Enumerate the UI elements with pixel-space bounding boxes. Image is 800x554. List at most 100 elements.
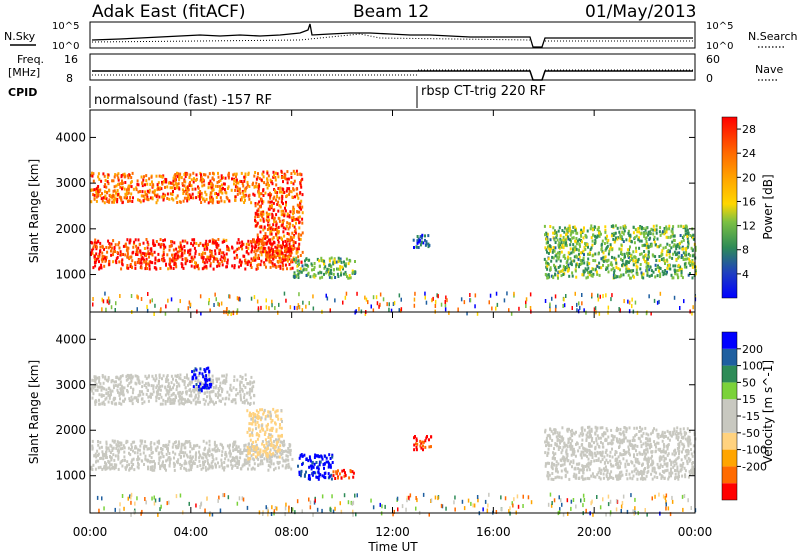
scatter-cell-power-2 (258, 184, 261, 188)
scatter-cell-power-5 (627, 273, 630, 277)
scatter-cell-velocity-6 (415, 445, 418, 449)
scatter-cell-velocity-3 (254, 413, 257, 417)
scatter-cell-power-1 (97, 175, 100, 179)
scatter-cell-velocity-3 (259, 450, 262, 454)
scatter-cell-power-3 (327, 270, 330, 274)
scatter-cell-velocity-0 (158, 456, 161, 460)
scatter-cell-velocity-5 (332, 470, 335, 474)
scatter-cell-power-3 (293, 273, 296, 277)
scatter-cell-velocity-1 (174, 394, 177, 398)
scatter-cell-power-3 (328, 273, 331, 277)
scatter-cell-velocity-1 (107, 376, 110, 379)
scatter-cell-power-5 (606, 241, 609, 244)
scatter-cell-power-2 (265, 218, 268, 222)
scatter-cell-power-5 (687, 261, 690, 265)
scatter-cell-power-5 (613, 271, 616, 274)
scatter-cell-velocity-1 (128, 397, 131, 401)
scatter-cell-power-2 (293, 234, 296, 237)
scatter-cell-power-5 (602, 259, 605, 263)
scatter-cell-power-2 (285, 200, 287, 204)
scatter-cell-power-5 (581, 240, 583, 244)
scatter-cell-velocity-0 (129, 453, 132, 457)
clutter-cell-power (92, 302, 94, 307)
scatter-cell-power-5 (557, 266, 560, 269)
scatter-cell-velocity-0 (101, 452, 104, 456)
scatter-cell-velocity-2 (207, 386, 210, 390)
scatter-cell-velocity-7 (608, 472, 611, 476)
scatter-cell-power-2 (280, 246, 283, 250)
scatter-cell-power-0 (181, 247, 184, 251)
scatter-cell-velocity-2 (208, 382, 211, 386)
scatter-cell-power-1 (190, 196, 192, 200)
clutter-cell-power (230, 312, 232, 316)
scatter-cell-velocity-0 (173, 441, 176, 444)
scatter-cell-velocity-1 (172, 401, 175, 405)
scatter-cell-power-0 (254, 255, 257, 259)
scatter-cell-power-0 (244, 261, 247, 265)
scatter-cell-power-0 (239, 258, 242, 262)
scatter-cell-velocity-1 (169, 400, 172, 404)
scatter-cell-velocity-3 (248, 413, 251, 417)
scatter-cell-power-1 (113, 175, 116, 179)
scatter-cell-velocity-3 (255, 416, 258, 420)
scatter-cell-power-5 (662, 230, 664, 234)
scatter-cell-velocity-0 (162, 455, 165, 459)
scatter-cell-velocity-3 (264, 417, 267, 421)
scatter-cell-power-0 (159, 245, 162, 249)
scatter-cell-power-5 (666, 242, 669, 246)
scatter-cell-velocity-3 (276, 409, 279, 413)
scatter-cell-power-0 (195, 264, 198, 268)
scatter-cell-power-2 (280, 176, 283, 180)
scatter-cell-power-0 (99, 249, 102, 253)
scatter-cell-velocity-6 (430, 435, 433, 439)
scatter-cell-velocity-1 (134, 381, 137, 385)
scatter-cell-velocity-0 (96, 449, 99, 453)
scatter-cell-power-5 (630, 239, 633, 243)
freq-tick-top: 16 (64, 53, 78, 66)
scatter-cell-velocity-6 (413, 436, 415, 440)
scatter-cell-velocity-7 (624, 465, 627, 469)
scatter-cell-power-1 (185, 171, 188, 175)
scatter-cell-power-5 (640, 252, 643, 256)
scatter-cell-velocity-1 (165, 388, 168, 392)
scatter-cell-velocity-7 (548, 444, 550, 448)
scatter-cell-power-1 (92, 179, 95, 183)
scatter-cell-power-3 (336, 267, 339, 271)
scatter-cell-power-0 (183, 249, 186, 253)
clutter-cell-power (105, 307, 107, 312)
scatter-cell-power-0 (211, 238, 214, 242)
scatter-cell-power-1 (95, 190, 98, 194)
scatter-cell-power-5 (680, 274, 683, 277)
scatter-cell-power-0 (246, 261, 249, 265)
scatter-cell-power-3 (320, 256, 323, 260)
scatter-cell-power-3 (330, 276, 333, 280)
scatter-cell-power-5 (571, 236, 574, 240)
scatter-cell-power-5 (546, 264, 549, 268)
scatter-cell-velocity-7 (575, 430, 577, 434)
scatter-cell-power-1 (155, 174, 158, 178)
scatter-cell-power-2 (267, 223, 269, 227)
scatter-cell-velocity-7 (634, 467, 637, 471)
scatter-cell-power-5 (615, 261, 618, 265)
scatter-cell-velocity-3 (255, 448, 258, 452)
scatter-cell-power-0 (258, 257, 260, 260)
scatter-cell-power-0 (208, 239, 211, 243)
scatter-cell-velocity-1 (177, 399, 180, 403)
scatter-cell-velocity-1 (126, 384, 129, 388)
scatter-cell-velocity-4 (307, 459, 310, 463)
scatter-cell-velocity-0 (285, 465, 288, 469)
scatter-cell-velocity-0 (144, 440, 147, 444)
scatter-cell-power-1 (113, 185, 116, 189)
clutter-cell-power (563, 297, 565, 302)
scatter-cell-power-5 (641, 275, 644, 279)
scatter-cell-velocity-0 (215, 457, 218, 461)
scatter-cell-velocity-7 (556, 475, 559, 479)
scatter-cell-velocity-1 (116, 388, 119, 392)
scatter-cell-velocity-0 (177, 458, 180, 462)
scatter-cell-power-2 (280, 190, 283, 194)
scatter-cell-power-1 (208, 182, 211, 185)
scatter-cell-power-5 (672, 225, 675, 229)
scatter-cell-velocity-0 (180, 445, 183, 449)
scatter-cell-power-3 (320, 259, 323, 262)
scatter-cell-power-1 (248, 185, 251, 188)
